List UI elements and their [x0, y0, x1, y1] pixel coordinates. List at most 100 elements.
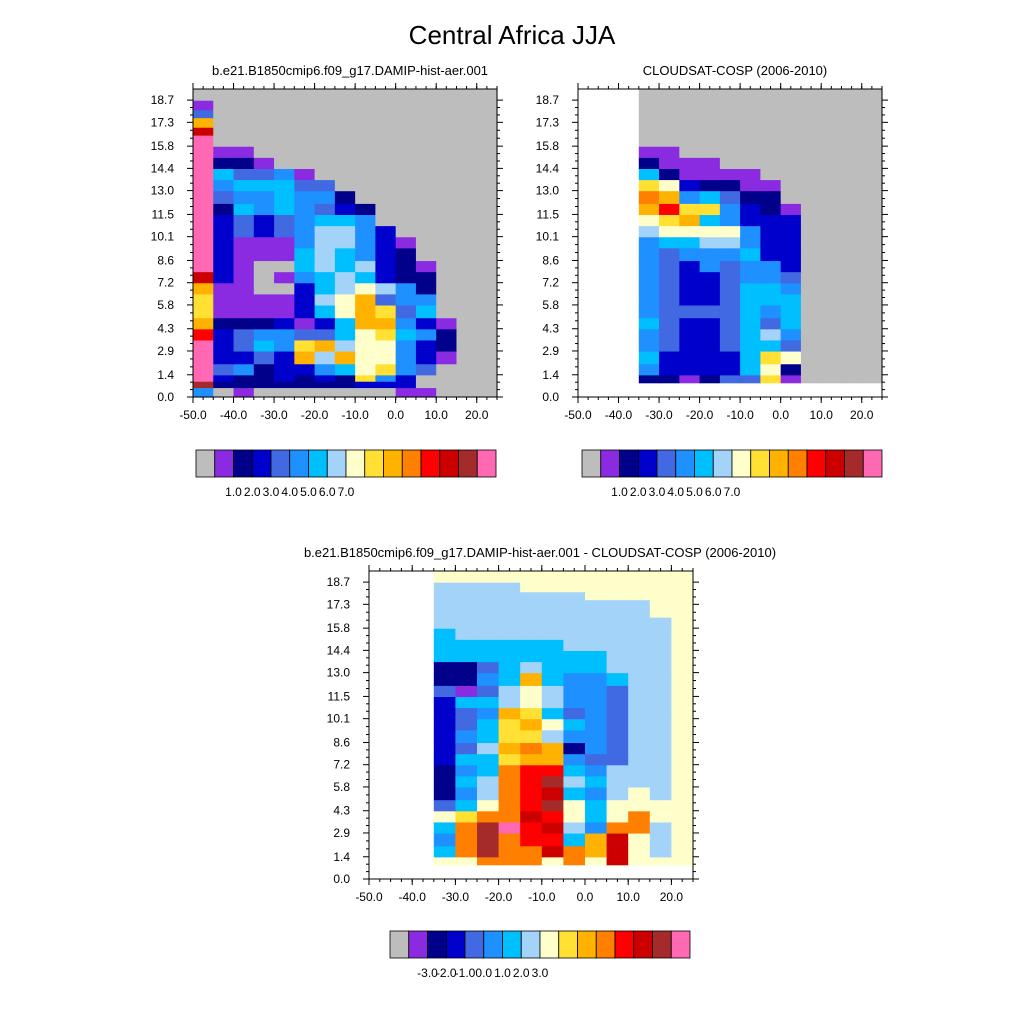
heatmap-cell: [456, 100, 478, 111]
colorbar-swatch: [787, 449, 808, 478]
colorbar-swatch: [581, 449, 602, 478]
colorbar-label: -3.0: [417, 966, 438, 980]
heatmap-cell: [436, 363, 458, 376]
heatmap-cell: [780, 203, 802, 216]
heatmap-cell: [780, 271, 802, 284]
heatmap-cell: [477, 661, 500, 674]
heatmap-cell: [314, 293, 336, 306]
heatmap-cell: [455, 599, 478, 618]
heatmap-cell: [455, 685, 478, 698]
heatmap-cell: [233, 317, 255, 330]
heatmap-cell: [520, 685, 543, 698]
heatmap-cell: [233, 282, 255, 295]
heatmap-cell: [455, 729, 478, 744]
y-tick-label: 10.1: [151, 230, 175, 244]
heatmap-cell: [628, 856, 651, 866]
heatmap-cell: [193, 374, 214, 382]
heatmap-cell: [649, 775, 672, 788]
heatmap-cell: [477, 821, 500, 834]
heatmap-cell: [800, 350, 822, 365]
heatmap-cell: [436, 190, 458, 204]
heatmap-cell: [671, 729, 694, 744]
heatmap-cell: [274, 317, 295, 330]
heatmap-cell: [456, 350, 478, 365]
heatmap-cell: [355, 247, 376, 262]
heatmap-cell: [821, 374, 843, 384]
colorbar-swatch: [364, 449, 384, 478]
heatmap-cell: [659, 271, 680, 284]
heatmap-cell: [800, 135, 822, 147]
heatmap-cell: [355, 374, 376, 382]
heatmap-cell: [740, 203, 761, 216]
heatmap-cell: [671, 661, 694, 674]
heatmap-cell: [213, 135, 235, 147]
heatmap-cell: [498, 628, 521, 640]
heatmap-cell: [699, 135, 721, 147]
heatmap-cell: [274, 203, 295, 216]
heatmap-cell: [193, 168, 214, 181]
heatmap-cell: [606, 661, 629, 674]
heatmap-cell: [606, 753, 629, 766]
colorbar-label: 5.0: [686, 485, 703, 499]
y-tick-label: 14.4: [536, 161, 560, 175]
heatmap-cell: [477, 650, 500, 663]
colorbar-swatch: [595, 930, 616, 959]
heatmap-cell: [395, 304, 417, 319]
heatmap-cell: [253, 203, 275, 216]
colorbar-label: 2.0: [244, 485, 261, 499]
heatmap-cell: [436, 146, 458, 158]
heatmap-cell: [541, 753, 564, 766]
heatmap-cell: [294, 247, 316, 262]
panel-difference: -50.0 -40.0 -30.0 -20.0 -10.0 0.0 10.0 20.0 0.0 1…: [327, 565, 699, 904]
heatmap-cell: [294, 190, 316, 204]
heatmap-cell: [476, 271, 498, 284]
heatmap-cell: [861, 236, 883, 249]
heatmap-cell: [821, 214, 843, 227]
x-tick-label: -40.0: [399, 890, 427, 904]
heatmap-cell: [841, 282, 863, 295]
y-tick-label: 13.0: [151, 184, 175, 198]
heatmap-cell: [740, 374, 761, 384]
heatmap-cell: [476, 117, 498, 128]
y-tick-label: 1.4: [333, 850, 350, 864]
heatmap-cell: [520, 821, 543, 834]
heatmap-cell: [415, 117, 437, 128]
heatmap-cell: [314, 339, 336, 352]
heatmap-cell: [628, 810, 651, 823]
heatmap-cell: [355, 89, 376, 101]
heatmap-cell: [395, 190, 417, 204]
heatmap-cell: [233, 190, 255, 204]
heatmap-cell: [314, 247, 336, 262]
heatmap-cell: [659, 339, 680, 352]
heatmap-cell: [520, 810, 543, 823]
heatmap-cell: [780, 374, 802, 384]
heatmap-cell: [456, 271, 478, 284]
y-tick-label: 8.6: [157, 253, 174, 267]
heatmap-cell: [520, 599, 543, 618]
heatmap-cell: [274, 100, 295, 111]
heatmap-cell: [585, 571, 608, 583]
heatmap-cell: [699, 271, 721, 284]
x-tick-label: 0.0: [577, 890, 594, 904]
heatmap-cell: [213, 214, 235, 227]
heatmap-cell: [821, 168, 843, 181]
heatmap-cell: [477, 571, 500, 583]
heatmap-cell: [213, 168, 235, 181]
colorbar-swatch: [558, 930, 578, 959]
heatmap-cell: [606, 599, 629, 618]
heatmap-cell: [821, 203, 843, 216]
heatmap-cell: [563, 845, 586, 858]
heatmap-cell: [476, 157, 498, 169]
heatmap-cell: [233, 203, 255, 216]
heatmap-cell: [841, 350, 863, 365]
heatmap-cell: [719, 225, 741, 238]
heatmap-cell: [314, 317, 336, 330]
heatmap-cell: [433, 639, 456, 651]
x-tick-label: -30.0: [260, 408, 288, 422]
heatmap-cell: [477, 599, 500, 618]
heatmap-cell: [375, 328, 397, 341]
heatmap-cell: [740, 146, 761, 158]
x-tick-label: 0.0: [772, 408, 789, 422]
heatmap-cell: [498, 582, 521, 593]
heatmap-cell: [476, 387, 498, 398]
